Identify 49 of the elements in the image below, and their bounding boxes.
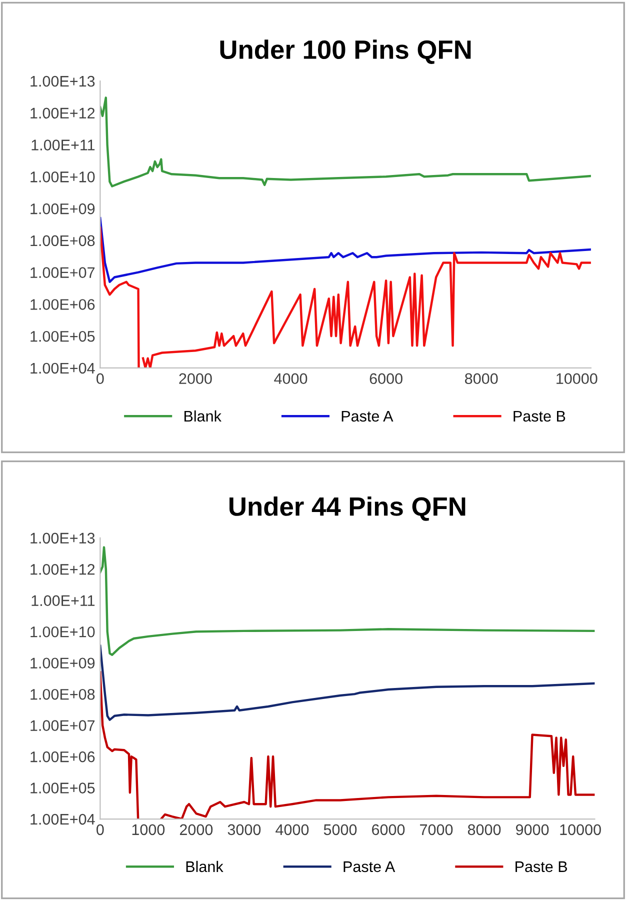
y-tick-label: 1.00E+08 xyxy=(30,688,95,700)
x-tick-label: 6000 xyxy=(370,373,402,384)
legend-label: Paste B xyxy=(514,410,566,422)
y-tick-label: 1.00E+04 xyxy=(30,362,95,374)
x-tick-label: 7000 xyxy=(420,824,453,836)
y-tick-label: 1.00E+12 xyxy=(30,564,95,575)
x-tick-label: 10000 xyxy=(556,373,598,384)
y-tick-label: 1.00E+13 xyxy=(30,532,95,544)
y-tick-label: 1.00E+12 xyxy=(30,108,95,119)
y-tick-label: 1.00E+10 xyxy=(30,172,95,182)
x-tick-label: 6000 xyxy=(372,824,405,836)
y-tick-label: 1.00E+07 xyxy=(30,267,95,278)
legend-label: Blank xyxy=(186,860,224,872)
y-tick-label: 1.00E+09 xyxy=(30,658,95,669)
x-tick-label: 3000 xyxy=(228,824,261,836)
legend-label: Paste A xyxy=(342,410,394,422)
y-tick-label: 1.00E+06 xyxy=(30,299,95,310)
x-tick-label: 10000 xyxy=(560,824,601,836)
x-tick-label: 1000 xyxy=(132,824,165,836)
y-tick-label: 1.00E+11 xyxy=(32,595,95,606)
y-tick-label: 1.00E+09 xyxy=(30,203,95,214)
legend-label: Blank xyxy=(184,410,222,422)
y-tick-label: 1.00E+06 xyxy=(30,751,95,762)
line-series xyxy=(100,644,595,721)
x-tick-label: 2000 xyxy=(179,373,212,384)
x-tick-label: 0 xyxy=(96,373,104,384)
y-tick-label: 1.00E+10 xyxy=(30,626,95,638)
chart-title: Under 100 Pins QFN xyxy=(220,40,471,64)
x-tick-label: 8000 xyxy=(465,373,498,384)
y-tick-label: 1.00E+08 xyxy=(30,235,95,246)
x-tick-label: 5000 xyxy=(324,824,357,836)
chart-title: Under 44 Pins QFN xyxy=(230,496,466,521)
y-tick-label: 1.00E+07 xyxy=(30,720,95,731)
x-tick-label: 2000 xyxy=(180,824,213,836)
y-tick-label: 1.00E+05 xyxy=(30,782,95,794)
x-tick-label: 8000 xyxy=(468,824,501,836)
y-tick-label: 1.00E+04 xyxy=(30,814,95,825)
line-series xyxy=(100,546,595,656)
x-tick-label: 9000 xyxy=(516,824,549,836)
x-tick-label: 4000 xyxy=(274,373,308,384)
legend-label: Paste B xyxy=(516,861,568,872)
y-tick-label: 1.00E+11 xyxy=(32,140,95,150)
line-series xyxy=(100,217,591,284)
line-series xyxy=(100,96,591,188)
y-tick-label: 1.00E+13 xyxy=(30,76,95,87)
y-tick-label: 1.00E+05 xyxy=(30,330,95,342)
legend-label: Paste A xyxy=(344,861,396,872)
x-tick-label: 0 xyxy=(96,824,104,836)
x-tick-label: 4000 xyxy=(276,824,309,836)
